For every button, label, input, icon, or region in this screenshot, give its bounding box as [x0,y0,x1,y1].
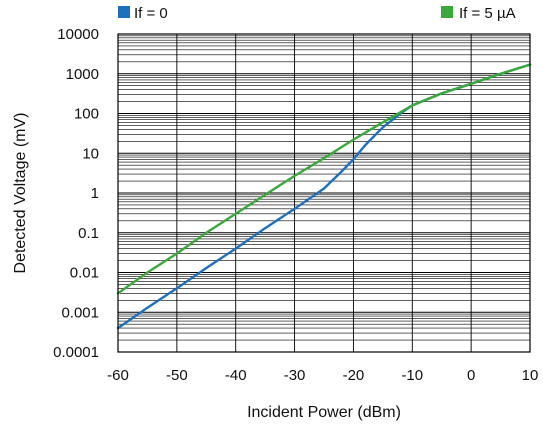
x-tick-label: -60 [107,367,129,384]
plot-frame [117,33,531,353]
x-tick-label: -20 [343,367,365,384]
x-tick-label: -30 [284,367,306,384]
y-tick-label: 1 [91,185,99,202]
y-tick-labels: 0.0001 0.001 0.01 0.1 1 10 100 1000 10000 [53,26,99,361]
x-tick-label: -50 [166,367,188,384]
y-tick-label: 10 [82,145,99,162]
y-tick-label: 0.0001 [53,344,99,361]
legend-swatch-if5ua [441,6,453,18]
x-tick-label: -40 [225,367,247,384]
x-tick-label: 10 [522,367,539,384]
y-tick-label: 100 [74,106,99,123]
legend-label-if5ua: If = 5 µA [459,5,516,22]
y-axis-label: Detected Voltage (mV) [12,113,29,274]
y-tick-label: 0.01 [70,265,99,282]
x-tick-label: -10 [401,367,423,384]
y-tick-label: 10000 [57,26,99,43]
legend-label-if0: If = 0 [134,5,168,22]
legend-swatch-if0 [118,6,130,18]
x-tick-label: 0 [467,367,475,384]
minor-gridlines [118,35,530,341]
series-lines [116,63,532,330]
y-tick-label: 1000 [66,66,99,83]
y-tick-label: 0.001 [61,304,99,321]
x-axis-label: Incident Power (dBm) [247,404,401,421]
y-tick-label: 0.1 [78,225,99,242]
legend: If = 0 If = 5 µA [118,5,516,22]
x-tick-labels: -60 -50 -40 -30 -20 -10 0 10 [107,367,538,384]
series-line-if5ua [116,63,532,295]
